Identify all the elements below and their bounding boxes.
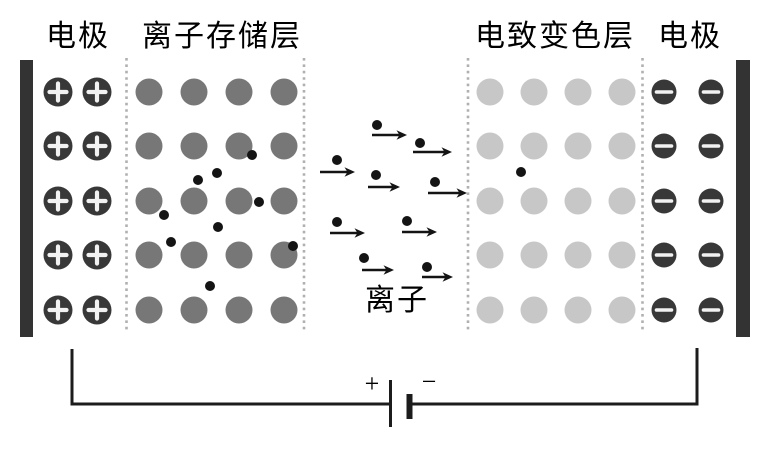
electrochromic-particle-circle [608,132,636,160]
ion-storage-particle-circle [225,132,253,160]
electrochromic-particle-circle [608,187,636,215]
ion-arrow-head [456,188,467,198]
free-ion-dot [213,222,223,232]
electrochromic-particle-circle [608,78,636,106]
free-ion-dot [247,150,257,160]
electrochromic-particle-circle [564,132,592,160]
ion-arrow-head [442,272,453,282]
battery-positive-label: + [365,369,380,398]
moving-ion-dot [332,155,342,165]
circuit-wire-left [70,349,389,406]
moving-ion-dot [332,217,342,227]
electrochromic-particle-circle [476,187,504,215]
electrochromic-particle-circle [476,241,504,269]
electrochromic-particle-circle [476,296,504,324]
electrochromic-particle-circle [520,187,548,215]
moving-ion-dot [372,120,382,130]
ion-arrow-head [441,147,452,157]
ion-storage-particle-circle [180,78,208,106]
electrochromic-layer-label: 电致变色层 [475,20,635,53]
free-ion-dot [288,241,298,251]
ion-storage-particle-circle [270,78,298,106]
electrochromic-particle-circle [520,78,548,106]
electrochromic-particle-circle [564,296,592,324]
ion-arrow-head [426,227,437,237]
moving-ion-dot [430,177,440,187]
free-ion-dot [159,210,169,220]
moving-ion-dot [422,262,432,272]
electrochromic-particle-circle [520,132,548,160]
circuit-wire-right [411,348,699,406]
ion-storage-particle-circle [225,241,253,269]
battery-negative-label: − [422,367,437,396]
electrode-right-label: 电极 [658,20,722,53]
ion-arrow-head [354,228,365,238]
electrochromic-particle-circle [520,241,548,269]
electrochromic-particle-circle [564,78,592,106]
ion-storage-particle-circle [135,78,163,106]
ion-storage-particle-circle [270,132,298,160]
ion-arrow-head [383,265,394,275]
electrode-bar [736,60,750,337]
ion-storage-particle-circle [135,132,163,160]
ions-label: 离子 [365,284,429,317]
electrochromic-particle-circle [564,241,592,269]
free-ion-dot [166,237,176,247]
electrochromic-particle-circle [476,78,504,106]
ion-arrow-head [389,182,400,192]
electrochromic-particle-circle [564,187,592,215]
electrochromic-particle-circle [476,132,504,160]
ion-storage-particle-circle [135,241,163,269]
moving-ion-dot [371,170,381,180]
ion-arrow-head [396,130,407,140]
ion-storage-particle-circle [135,296,163,324]
ion-storage-particle-circle [180,296,208,324]
free-ion-dot [205,281,215,291]
ion-storage-layer-label: 离子存储层 [142,20,302,53]
ion-storage-particle-circle [180,132,208,160]
ion-storage-particle-circle [225,187,253,215]
ion-storage-particle-circle [225,296,253,324]
free-ion-dot [516,167,526,177]
electrochromic-particle-circle [520,296,548,324]
moving-ion-dot [402,216,412,226]
free-ion-dot [212,168,222,178]
ion-arrow-head [344,167,355,177]
ion-storage-particle-circle [180,187,208,215]
ion-storage-particle-circle [225,78,253,106]
electrochromic-particle-circle [608,241,636,269]
free-ion-dot [254,197,264,207]
moving-ion-dot [415,138,425,148]
shapes-layer: + − [20,58,750,427]
ion-storage-particle-circle [270,187,298,215]
ion-storage-particle-circle [180,241,208,269]
electrode-left-label: 电极 [46,20,110,53]
moving-ion-dot [359,253,369,263]
electrochromic-particle-circle [608,296,636,324]
ion-storage-particle-circle [135,187,163,215]
free-ion-dot [193,175,203,185]
ion-storage-particle-circle [270,296,298,324]
electrode-bar [20,60,33,337]
